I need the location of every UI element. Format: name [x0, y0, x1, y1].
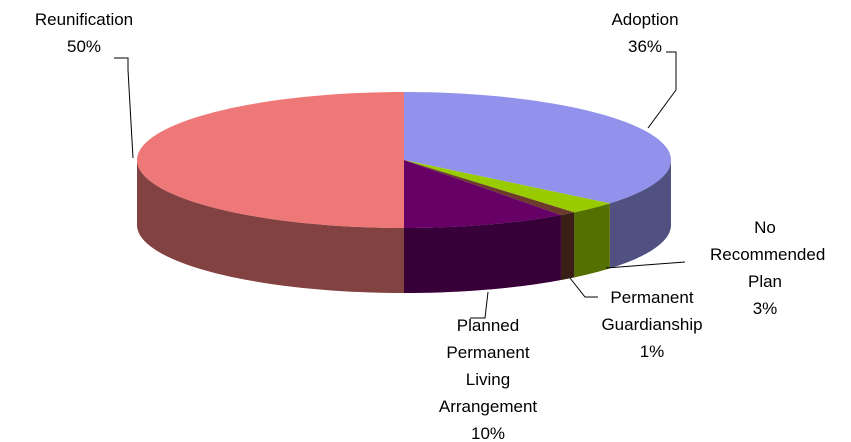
pie-side-shade [404, 215, 561, 293]
slice-name: Planned Permanent Living Arrangement [438, 316, 538, 416]
pie-slice [404, 160, 561, 228]
slice-value: 3% [752, 299, 778, 318]
pie-side [404, 215, 561, 293]
pie-sides [137, 160, 671, 293]
slice-label: Permanent Guardianship 1% [592, 284, 712, 365]
slice-label: Reunification 50% [35, 6, 133, 60]
leader-line [470, 291, 489, 319]
pie-side-shade [137, 160, 404, 293]
pie-side [609, 160, 671, 269]
leader-line [114, 57, 134, 159]
leader-line [569, 277, 598, 298]
pie-slice [137, 92, 404, 228]
pie-side-shade [560, 212, 575, 281]
slice-value: 36% [627, 37, 663, 56]
pie-side [137, 160, 404, 293]
slice-name: Adoption [611, 10, 679, 29]
pie-side [560, 212, 575, 281]
slice-label: Planned Permanent Living Arrangement 10% [433, 312, 543, 442]
slice-label: Adoption 36% [611, 6, 678, 60]
leader-line [647, 51, 677, 129]
slice-value: 1% [639, 342, 665, 361]
pie-tops [137, 92, 671, 228]
leader-lines [114, 51, 686, 319]
pie-slice [404, 160, 575, 216]
leader-line [605, 261, 686, 269]
pie-slice [404, 160, 610, 213]
pie-side-shade [574, 203, 610, 278]
pie-slice [404, 92, 671, 204]
slice-value: 10% [470, 424, 506, 442]
slice-name: Permanent Guardianship [601, 288, 703, 334]
slice-name: Reunification [34, 10, 134, 29]
pie-side-shade [609, 160, 671, 269]
slice-value: 50% [66, 37, 102, 56]
pie-side [574, 203, 610, 278]
slice-name: No Recommended Plan [710, 218, 826, 291]
slice-label: No Recommended Plan 3% [710, 214, 826, 322]
